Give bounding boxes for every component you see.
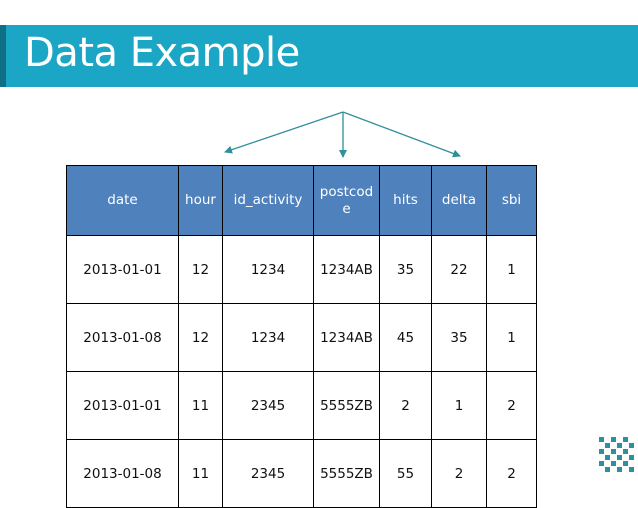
cell-postcode: 5555ZB <box>313 439 380 508</box>
cell-hour: 12 <box>178 303 223 372</box>
cell-hits: 45 <box>379 303 432 372</box>
title-accent-bar <box>0 25 6 87</box>
header-delta: delta <box>431 165 487 236</box>
arrow-left <box>224 111 344 154</box>
cell-hour: 11 <box>178 439 223 508</box>
table-row: 2013-01-08 11 2345 5555ZB 55 2 2 <box>66 439 537 508</box>
cell-delta: 35 <box>431 303 487 372</box>
cell-hour: 12 <box>178 235 223 304</box>
cell-date: 2013-01-08 <box>66 439 179 508</box>
cell-postcode: 1234AB <box>313 303 380 372</box>
cell-postcode: 5555ZB <box>313 371 380 440</box>
cell-id-activity: 1234 <box>222 235 314 304</box>
cell-id-activity: 2345 <box>222 439 314 508</box>
header-hour: hour <box>178 165 223 236</box>
cell-delta: 22 <box>431 235 487 304</box>
cell-date: 2013-01-01 <box>66 235 179 304</box>
cell-sbi: 2 <box>486 439 537 508</box>
cell-sbi: 2 <box>486 371 537 440</box>
cell-delta: 2 <box>431 439 487 508</box>
table-header-row: date hour id_activity postcod e hits del… <box>66 165 537 236</box>
header-date: date <box>66 165 179 236</box>
header-postcode: postcod e <box>313 165 380 236</box>
arrow-right <box>342 111 461 158</box>
cell-sbi: 1 <box>486 235 537 304</box>
cell-id-activity: 2345 <box>222 371 314 440</box>
data-table: date hour id_activity postcod e hits del… <box>66 165 537 508</box>
table-row: 2013-01-01 12 1234 1234AB 35 22 1 <box>66 235 537 304</box>
logo-pixel-grid-icon <box>599 437 634 472</box>
table-row: 2013-01-08 12 1234 1234AB 45 35 1 <box>66 303 537 372</box>
cell-sbi: 1 <box>486 303 537 372</box>
cell-hits: 55 <box>379 439 432 508</box>
slide-title: Data Example <box>24 30 300 76</box>
table-row: 2013-01-01 11 2345 5555ZB 2 1 2 <box>66 371 537 440</box>
cell-id-activity: 1234 <box>222 303 314 372</box>
cell-hour: 11 <box>178 371 223 440</box>
cell-hits: 35 <box>379 235 432 304</box>
arrows-diagram <box>224 111 461 158</box>
cell-date: 2013-01-08 <box>66 303 179 372</box>
header-hits: hits <box>379 165 432 236</box>
cell-date: 2013-01-01 <box>66 371 179 440</box>
cell-postcode: 1234AB <box>313 235 380 304</box>
cell-delta: 1 <box>431 371 487 440</box>
header-id-activity: id_activity <box>222 165 314 236</box>
header-sbi: sbi <box>486 165 537 236</box>
title-band: Data Example <box>0 25 638 87</box>
cell-hits: 2 <box>379 371 432 440</box>
